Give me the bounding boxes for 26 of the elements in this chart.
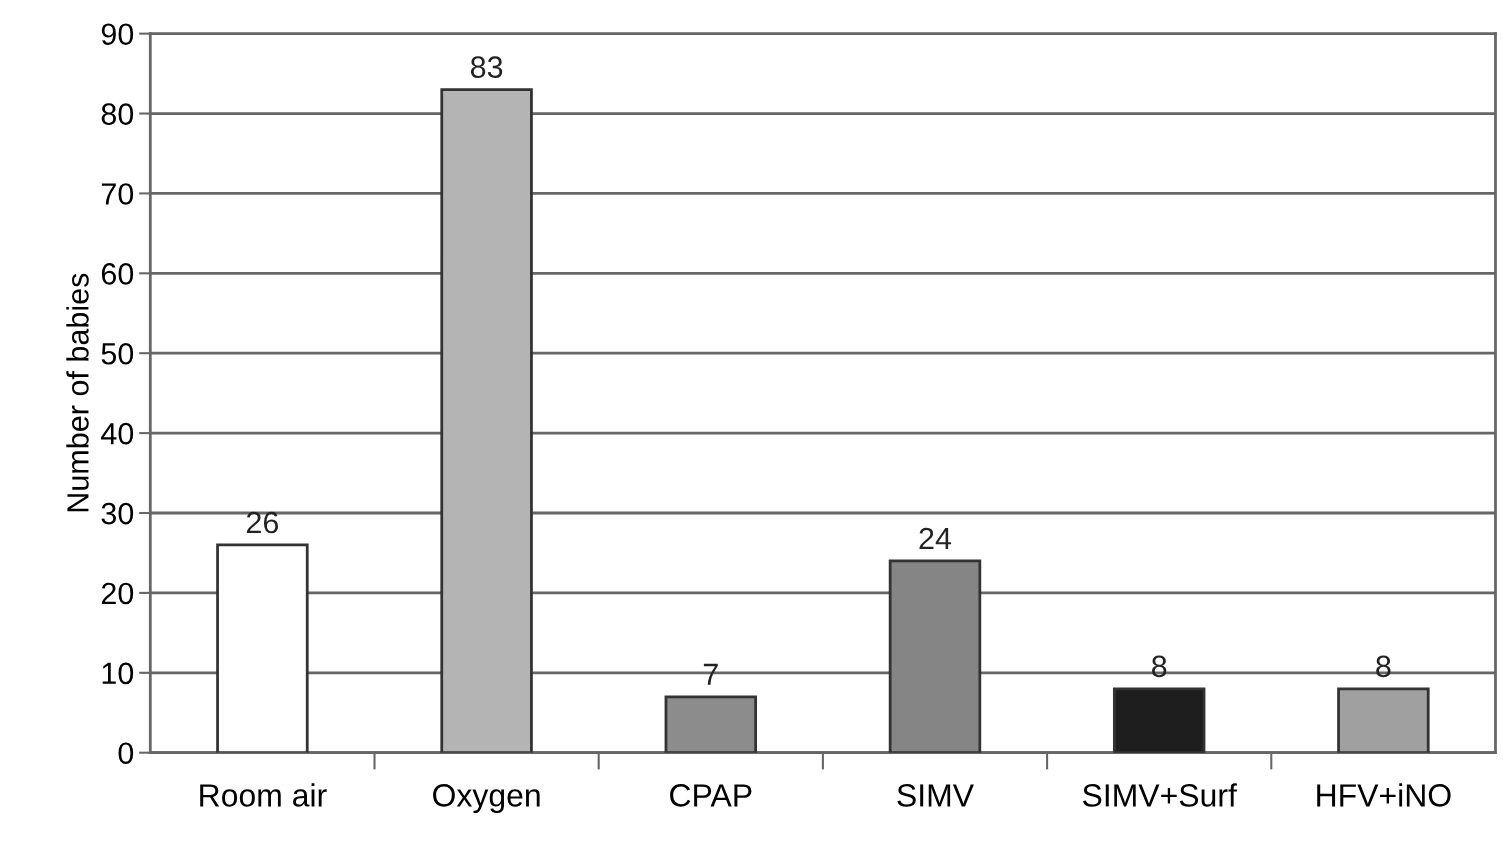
y-tick-label: 30 [101,502,134,525]
y-tick-label: 20 [101,582,134,605]
bar [1337,687,1430,753]
y-tick-label: 70 [101,183,134,205]
x-tick-label: HFV+iNO [1317,783,1451,807]
x-tick-label: SIMV [897,784,974,807]
y-tick-label: 80 [101,103,134,125]
x-tick-label: Oxygen [433,784,540,814]
y-axis-title: Number of babies [66,273,89,512]
data-label: 24 [919,527,952,550]
bar [216,543,309,753]
data-label: 83 [470,56,503,78]
bar [664,695,758,753]
y-tick-label: 90 [101,23,134,46]
y-tick-label: 40 [101,422,134,445]
bar [1112,687,1206,753]
y-tick-label: 10 [102,662,134,685]
y-tick-label: 50 [101,342,134,365]
y-tick-label: 60 [101,263,134,285]
bar [888,559,982,753]
bar [440,88,533,753]
x-tick-label: SIMV+Surf [1082,783,1237,807]
y-tick-label: 0 [118,742,134,765]
x-tick-label: CPAP [670,784,752,807]
data-label: 26 [246,511,279,534]
x-tick-label: Room air [200,783,327,807]
